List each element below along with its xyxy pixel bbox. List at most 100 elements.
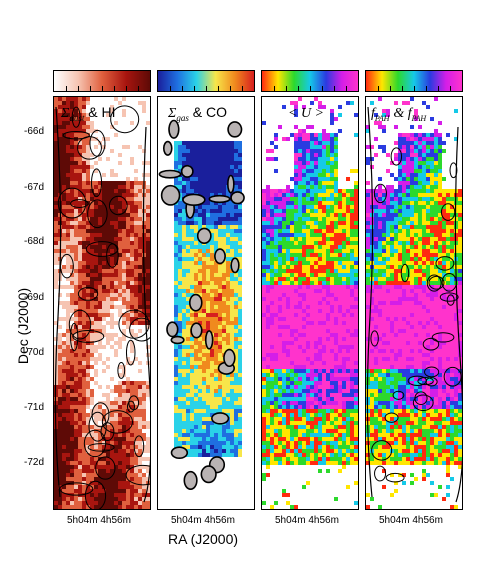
- map-pixel: [138, 217, 142, 221]
- map-pixel: [334, 225, 338, 229]
- map-pixel: [302, 273, 306, 277]
- map-pixel: [82, 325, 86, 329]
- map-pixel: [66, 193, 70, 197]
- map-pixel: [70, 217, 74, 221]
- map-pixel: [178, 373, 182, 377]
- map-pixel: [126, 285, 130, 289]
- map-pixel: [110, 429, 114, 433]
- map-pixel: [150, 293, 151, 297]
- map-pixel: [178, 205, 182, 209]
- map-pixel: [186, 349, 190, 353]
- map-pixel: [86, 465, 90, 469]
- map-pixel: [230, 241, 234, 245]
- map-pixel: [326, 141, 330, 145]
- map-pixel: [82, 493, 86, 497]
- map-pixel: [94, 185, 98, 189]
- map-pixel: [90, 349, 94, 353]
- map-pixel: [178, 293, 182, 297]
- map-pixel: [310, 209, 314, 213]
- map-pixel: [294, 225, 298, 229]
- map-pixel: [82, 113, 86, 117]
- map-pixel: [198, 273, 202, 277]
- map-pixel: [118, 249, 122, 253]
- map-pixel: [310, 269, 314, 273]
- map-pixel: [110, 281, 114, 285]
- map-pixel: [98, 493, 102, 497]
- map-pixel: [354, 201, 358, 205]
- map-pixel: [134, 493, 138, 497]
- map-pixel: [118, 349, 122, 353]
- map-pixel: [322, 197, 326, 201]
- map-pixel: [150, 157, 151, 161]
- map-pixel: [54, 277, 58, 281]
- map-pixel: [302, 237, 306, 241]
- map-pixel: [126, 237, 130, 241]
- map-pixel: [90, 257, 94, 261]
- map-pixel: [218, 361, 222, 365]
- map-pixel: [222, 409, 226, 413]
- map-pixel: [190, 397, 194, 401]
- map-pixel: [110, 333, 114, 337]
- map-pixel: [78, 173, 82, 177]
- map-pixel: [106, 133, 110, 137]
- map-pixel: [286, 265, 290, 269]
- map-pixel: [218, 233, 222, 237]
- map-pixel: [210, 153, 214, 157]
- map-pixel: [346, 197, 350, 201]
- map-pixel: [334, 133, 338, 137]
- map-pixel: [82, 341, 86, 345]
- map-pixel: [310, 277, 314, 281]
- map-pixel: [142, 481, 146, 485]
- map-pixel: [102, 385, 106, 389]
- map-pixel: [206, 429, 210, 433]
- map-pixel: [226, 385, 230, 389]
- map-pixel: [294, 101, 298, 105]
- map-pixel: [58, 453, 62, 457]
- map-pixel: [102, 189, 106, 193]
- map-pixel: [190, 309, 194, 313]
- map-pixel: [210, 189, 214, 193]
- map-pixel: [302, 229, 306, 233]
- map-pixel: [106, 253, 110, 257]
- map-pixel: [306, 141, 310, 145]
- map-pixel: [110, 365, 114, 369]
- map-pixel: [134, 441, 138, 445]
- map-pixel: [218, 205, 222, 209]
- map-pixel: [230, 453, 234, 457]
- map-pixel: [262, 305, 266, 309]
- map-pixel: [82, 401, 86, 405]
- map-pixel: [210, 297, 214, 301]
- map-pixel: [194, 369, 198, 373]
- map-pixel: [122, 105, 126, 109]
- map-pixel: [198, 361, 202, 365]
- map-pixel: [186, 233, 190, 237]
- map-pixel: [334, 217, 338, 221]
- map-pixel: [202, 445, 206, 449]
- map-pixel: [230, 165, 234, 169]
- map-pixel: [62, 173, 66, 177]
- map-pixel: [274, 201, 278, 205]
- map-pixel: [122, 453, 126, 457]
- map-pixel: [182, 229, 186, 233]
- map-pixel: [338, 217, 342, 221]
- map-pixel: [114, 305, 118, 309]
- map-pixel: [206, 385, 210, 389]
- map-pixel: [70, 229, 74, 233]
- map-pixel: [90, 313, 94, 317]
- map-pixel: [210, 157, 214, 161]
- map-pixel: [186, 237, 190, 241]
- map-pixel: [330, 301, 334, 305]
- map-pixel: [206, 145, 210, 149]
- map-pixel: [106, 361, 110, 365]
- map-pixel: [218, 165, 222, 169]
- map-pixel: [218, 297, 222, 301]
- map-pixel: [310, 197, 314, 201]
- map-pixel: [194, 177, 198, 181]
- map-pixel: [186, 397, 190, 401]
- map-pixel: [70, 121, 74, 125]
- map-pixel: [66, 441, 70, 445]
- map-pixel: [178, 365, 182, 369]
- map-pixel: [298, 205, 302, 209]
- map-pixel: [210, 313, 214, 317]
- map-pixel: [82, 169, 86, 173]
